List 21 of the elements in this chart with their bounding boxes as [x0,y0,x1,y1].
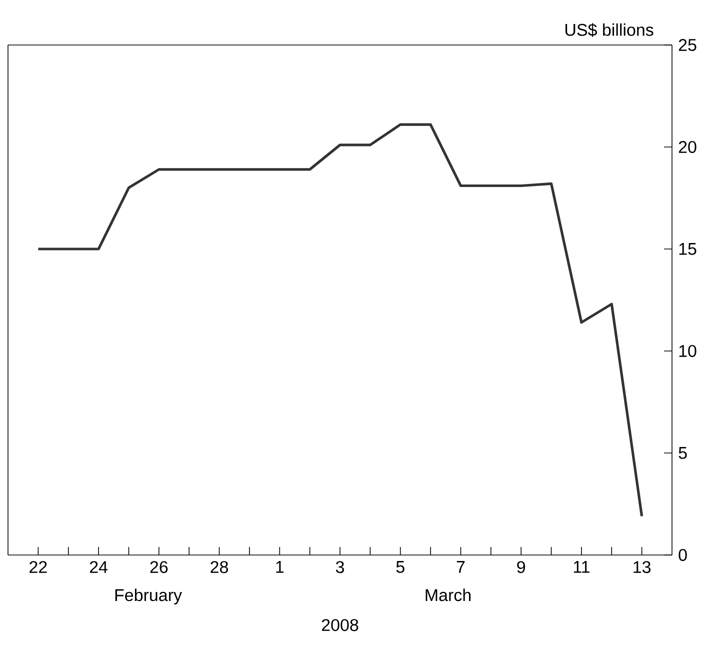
y-tick-label: 25 [678,38,696,51]
x-axis-title: 2008 [322,619,358,632]
x-tick-label: 3 [336,561,344,574]
x-tick-label: 5 [396,561,404,573]
y-tick-label: 20 [678,140,696,153]
y-tick-label: 10 [679,344,696,357]
y-axis-title: US$ billions [565,23,654,37]
y-tick-label: 15 [679,243,696,255]
x-tick-label: 24 [90,561,108,573]
x-tick-label: 9 [517,561,526,574]
x-tick-label: 26 [150,561,168,574]
x-tick-label: 22 [30,561,47,573]
y-tick-label: 0 [678,548,687,561]
text: March [426,588,471,602]
x-tick-label: 28 [210,561,228,574]
x-tick-label: 7 [456,561,465,573]
x-tick-label: 1 [276,561,284,573]
text: February [115,588,182,604]
y-tick-label: 5 [678,447,687,459]
x-tick-label: 13 [634,561,651,574]
x-tick-label: 11 [574,561,590,573]
